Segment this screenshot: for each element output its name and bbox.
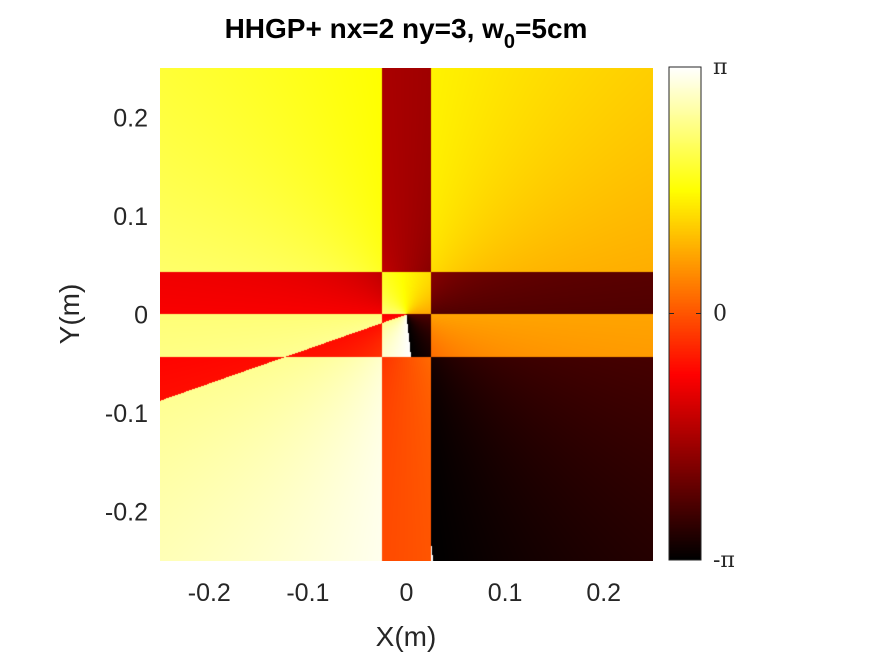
y-tick-label: -0.2 xyxy=(105,499,148,527)
colorbar-tick-label: π xyxy=(713,55,727,80)
x-tick-label: -0.2 xyxy=(188,579,231,607)
colorbar: π 0 -π xyxy=(668,55,735,573)
chart-title-suffix: =5cm xyxy=(515,13,587,44)
x-axis-ticks: -0.2 -0.1 0 0.1 0.2 xyxy=(188,579,621,607)
chart-title: HHGP+ nx=2 ny=3, w0=5cm xyxy=(225,13,588,53)
y-tick-label: -0.1 xyxy=(105,400,148,428)
x-tick-label: 0.1 xyxy=(488,579,523,607)
x-axis-label: X(m) xyxy=(376,621,437,652)
x-tick-label: -0.1 xyxy=(286,579,329,607)
colorbar-tick-label: 0 xyxy=(713,302,727,327)
y-axis-label: Y(m) xyxy=(54,284,85,345)
chart-title-main: HHGP+ nx=2 ny=3, w xyxy=(225,13,505,44)
y-tick-label: 0 xyxy=(134,302,148,330)
colorbar-ticks: π 0 -π xyxy=(669,55,735,573)
y-tick-label: 0.1 xyxy=(113,203,148,231)
x-tick-label: 0.2 xyxy=(586,579,621,607)
x-tick-label: 0 xyxy=(400,579,414,607)
y-axis-ticks: 0.2 0.1 0 -0.1 -0.2 xyxy=(105,104,148,526)
phase-heatmap xyxy=(160,68,653,561)
plot-area xyxy=(160,68,653,561)
colorbar-tick-label: -π xyxy=(713,548,735,573)
colorbar-gradient xyxy=(669,67,701,560)
y-tick-label: 0.2 xyxy=(113,104,148,132)
chart-title-subscript: 0 xyxy=(504,31,515,53)
